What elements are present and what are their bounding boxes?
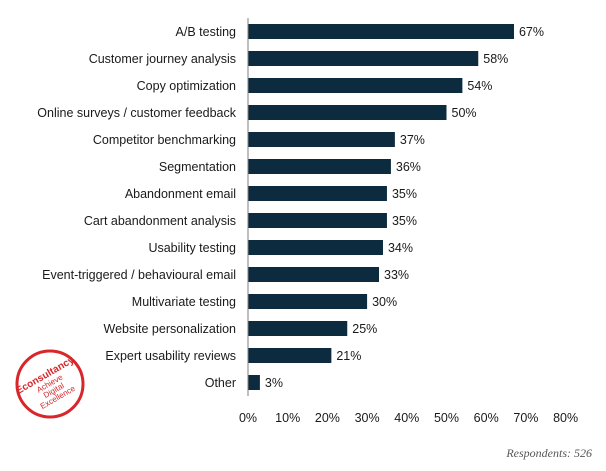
value-labels: 67% 58% 54% 50% 37% 36% 35% 35% 34% 33% 30% 25% 21% 3… [265,25,544,390]
category-label: Competitor benchmarking [93,133,236,147]
value-label: 54% [467,79,492,93]
bar [248,132,395,147]
respondents-footnote: Respondents: 526 [506,446,592,460]
category-label: Abandonment email [125,187,236,201]
value-label: 21% [336,349,361,363]
category-label: Customer journey analysis [89,52,236,66]
logo-badge-icon: Econsultancy Achieve Digital Excellence [14,349,85,419]
bar [248,24,514,39]
value-label: 58% [483,52,508,66]
category-label: Event-triggered / behavioural email [42,268,236,282]
category-label: Usability testing [148,241,236,255]
x-tick-label: 80% [553,411,578,425]
econsultancy-logo: Econsultancy Achieve Digital Excellence [14,348,86,420]
bar [248,51,479,66]
x-tick-label: 0% [239,411,257,425]
value-label: 25% [352,322,377,336]
bar [248,267,380,282]
value-label: 33% [384,268,409,282]
bar [248,159,391,174]
x-tick-label: 20% [315,411,340,425]
value-label: 3% [265,376,283,390]
x-tick-label: 60% [474,411,499,425]
x-tick-labels: 0% 10% 20% 30% 40% 50% 60% 70% 80% [239,411,578,425]
category-label: Multivariate testing [132,295,236,309]
value-label: 35% [392,187,417,201]
x-tick-label: 50% [434,411,459,425]
x-tick-label: 70% [513,411,538,425]
bar [248,348,332,363]
category-labels: A/B testing Customer journey analysis Copy… [37,25,236,390]
bar [248,186,387,201]
category-label: Copy optimization [137,79,236,93]
x-tick-label: 40% [394,411,419,425]
bar [248,294,368,309]
value-label: 30% [372,295,397,309]
bar [248,78,463,93]
value-label: 35% [392,214,417,228]
category-label: Segmentation [159,160,236,174]
x-tick-label: 30% [355,411,380,425]
bar [248,213,387,228]
bar-chart: A/B testing Customer journey analysis Copy… [37,18,578,425]
category-label: Cart abandonment analysis [84,214,236,228]
bar [248,375,260,390]
category-label: A/B testing [176,25,236,39]
bars-group [248,24,514,390]
value-label: 67% [519,25,544,39]
bar [248,240,383,255]
bar [248,105,447,120]
bar [248,321,348,336]
category-label: Other [205,376,236,390]
value-label: 37% [400,133,425,147]
category-label: Expert usability reviews [105,349,236,363]
value-label: 34% [388,241,413,255]
x-tick-label: 10% [275,411,300,425]
value-label: 36% [396,160,421,174]
category-label: Online surveys / customer feedback [37,106,236,120]
value-label: 50% [452,106,477,120]
category-label: Website personalization [104,322,237,336]
